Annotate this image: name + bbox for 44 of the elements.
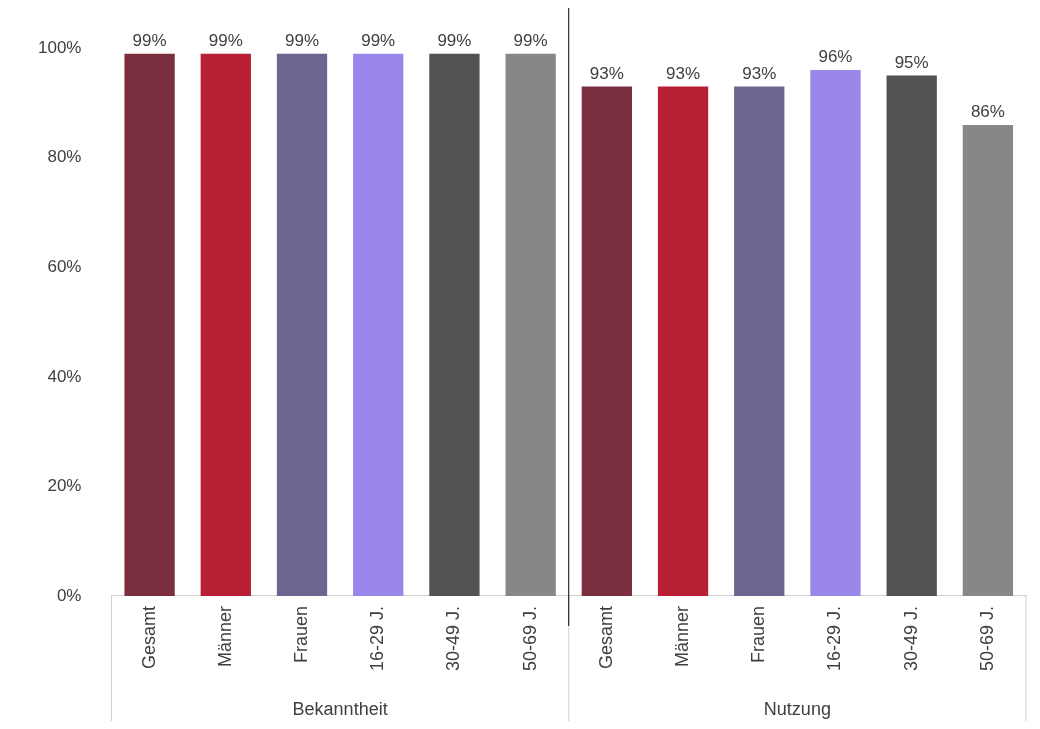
x-tick-label: Männer (672, 605, 693, 667)
y-tick-label: 100% (38, 37, 82, 57)
x-tick-label: Gesamt (138, 605, 159, 669)
x-tick-label: 30-49 J. (900, 605, 921, 672)
y-tick-label: 80% (47, 147, 82, 167)
y-tick-label: 60% (47, 256, 82, 276)
x-tick-label: Frauen (748, 605, 769, 664)
text: Bekanntheit (292, 698, 388, 719)
x-tick-label: Frauen (290, 605, 311, 664)
bar (734, 86, 785, 596)
x-tick-label: 50-69 J. (976, 605, 997, 672)
x-tick-label: 16-29 J. (367, 605, 388, 672)
data-label: 99% (284, 30, 320, 50)
bar (429, 53, 480, 596)
bar (353, 53, 404, 596)
y-tick-label: 40% (47, 366, 82, 386)
bar (886, 75, 937, 596)
bar (200, 53, 251, 596)
x-tick-label: Männer (214, 605, 235, 667)
bar (657, 86, 709, 596)
y-tick-label: 0% (56, 585, 82, 605)
bar (962, 124, 1014, 596)
bar (276, 53, 328, 596)
x-tick-label: Gesamt (595, 605, 616, 669)
data-label: 93% (589, 63, 624, 83)
x-tick-label: 50-69 J. (519, 605, 540, 672)
bar (581, 86, 632, 596)
data-label: 96% (818, 47, 853, 67)
bar (124, 53, 175, 596)
data-label: 99% (132, 30, 167, 50)
bar (810, 70, 861, 596)
x-tick-label: 30-49 J. (443, 605, 464, 672)
data-label: 93% (666, 63, 701, 83)
text: Nutzung (763, 698, 831, 719)
data-label: 99% (513, 30, 548, 50)
data-label: 93% (742, 63, 777, 83)
data-label: 99% (437, 30, 472, 50)
y-tick-label: 20% (47, 476, 82, 496)
data-label: 99% (208, 30, 243, 50)
bar (505, 53, 556, 596)
data-label: 99% (361, 30, 396, 50)
data-label: 86% (970, 102, 1005, 122)
x-tick-label: 16-29 J. (824, 605, 845, 672)
data-label: 95% (894, 52, 929, 72)
